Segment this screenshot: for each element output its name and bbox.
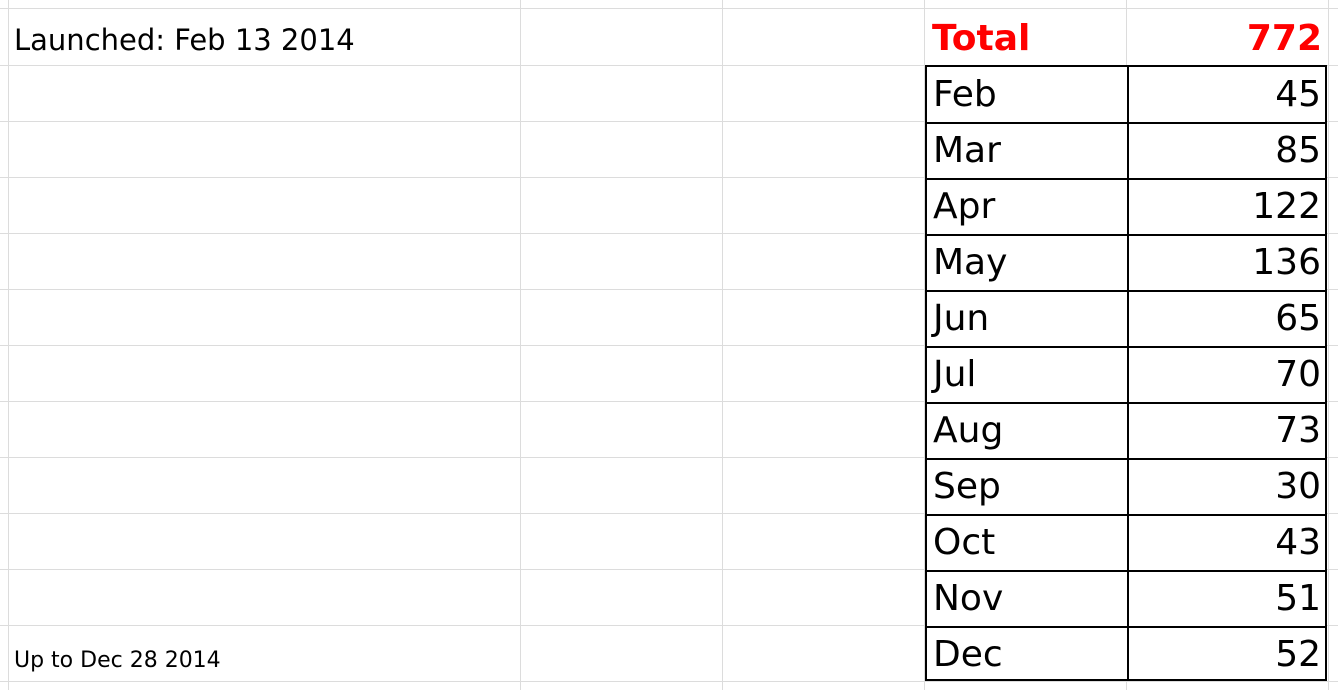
- month-cell[interactable]: Feb: [933, 74, 997, 115]
- count-cell[interactable]: 30: [1275, 466, 1321, 507]
- launched-date-cell[interactable]: Launched: Feb 13 2014: [14, 23, 355, 57]
- grid-line: [0, 681, 1338, 682]
- table-row[interactable]: Oct 43: [927, 515, 1325, 572]
- count-cell[interactable]: 45: [1275, 74, 1321, 115]
- count-cell[interactable]: 70: [1275, 354, 1321, 395]
- table-row[interactable]: Mar 85: [927, 123, 1325, 180]
- table-row[interactable]: Apr 122: [927, 179, 1325, 236]
- table-row[interactable]: Jun 65: [927, 291, 1325, 348]
- table-row[interactable]: Aug 73: [927, 403, 1325, 460]
- count-cell[interactable]: 65: [1275, 298, 1321, 339]
- month-cell[interactable]: Sep: [933, 466, 1001, 507]
- month-cell[interactable]: Jul: [933, 354, 977, 395]
- row-divider: [927, 626, 1325, 628]
- grid-line: [722, 0, 723, 690]
- month-cell[interactable]: Mar: [933, 130, 1001, 171]
- grid-line: [0, 121, 1338, 122]
- monthly-counts-table: Feb 45 Mar 85 Apr 122 May 136 Jun 65 Jul…: [925, 65, 1327, 681]
- grid-line: [0, 569, 1338, 570]
- grid-line: [0, 233, 1338, 234]
- row-divider: [927, 122, 1325, 124]
- up-to-date-cell[interactable]: Up to Dec 28 2014: [14, 648, 221, 673]
- month-cell[interactable]: Apr: [933, 186, 996, 227]
- count-cell[interactable]: 52: [1275, 634, 1321, 675]
- table-column-divider: [1127, 67, 1129, 679]
- row-divider: [927, 402, 1325, 404]
- table-row[interactable]: Sep 30: [927, 459, 1325, 516]
- count-cell[interactable]: 85: [1275, 130, 1321, 171]
- grid-line: [0, 401, 1338, 402]
- table-row[interactable]: Dec 52: [927, 627, 1325, 683]
- grid-line: [0, 457, 1338, 458]
- grid-line: [924, 0, 925, 690]
- table-row[interactable]: May 136: [927, 235, 1325, 292]
- count-cell[interactable]: 122: [1252, 186, 1321, 227]
- month-cell[interactable]: Nov: [933, 578, 1004, 619]
- month-cell[interactable]: Dec: [933, 634, 1003, 675]
- row-divider: [927, 514, 1325, 516]
- grid-line: [0, 65, 1338, 66]
- count-cell[interactable]: 43: [1275, 522, 1321, 563]
- row-divider: [927, 458, 1325, 460]
- table-row[interactable]: Feb 45: [927, 67, 1325, 124]
- grid-line: [0, 8, 1338, 9]
- month-cell[interactable]: May: [933, 242, 1008, 283]
- month-cell[interactable]: Aug: [933, 410, 1004, 451]
- total-value-cell[interactable]: 772: [1246, 18, 1322, 59]
- grid-line: [520, 0, 521, 690]
- grid-line: [0, 625, 1338, 626]
- grid-line: [0, 345, 1338, 346]
- total-label-cell[interactable]: Total: [932, 18, 1031, 59]
- row-divider: [927, 570, 1325, 572]
- table-row[interactable]: Nov 51: [927, 571, 1325, 628]
- row-divider: [927, 346, 1325, 348]
- count-cell[interactable]: 51: [1275, 578, 1321, 619]
- grid-line: [0, 289, 1338, 290]
- month-cell[interactable]: Jun: [933, 298, 990, 339]
- count-cell[interactable]: 73: [1275, 410, 1321, 451]
- grid-line: [8, 0, 9, 690]
- grid-line: [0, 177, 1338, 178]
- row-divider: [927, 290, 1325, 292]
- row-divider: [927, 234, 1325, 236]
- month-cell[interactable]: Oct: [933, 522, 996, 563]
- count-cell[interactable]: 136: [1252, 242, 1321, 283]
- row-divider: [927, 178, 1325, 180]
- table-row[interactable]: Jul 70: [927, 347, 1325, 404]
- grid-line: [0, 513, 1338, 514]
- grid-line: [1328, 0, 1329, 690]
